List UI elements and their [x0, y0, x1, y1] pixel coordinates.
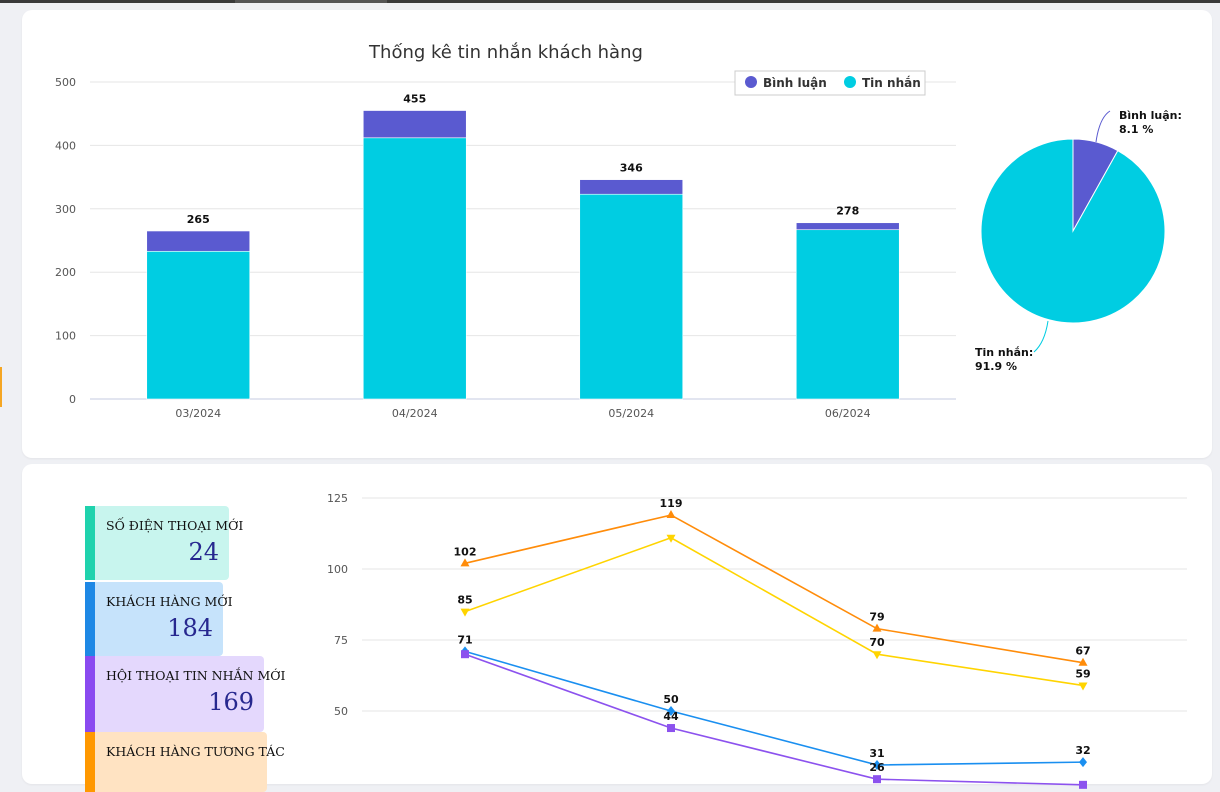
y-tick-label: 50: [334, 705, 348, 718]
y-tick-label: 300: [55, 203, 76, 216]
line-point-triangle-down[interactable]: [1078, 682, 1088, 691]
bar-chart: Thống kê tin nhắn khách hàng 0 100 200 300 4…: [55, 42, 956, 420]
stat-value: 169: [208, 688, 254, 716]
line-point-diamond[interactable]: [667, 706, 675, 716]
y-tick-label: 400: [55, 139, 76, 152]
bar-segment[interactable]: [795, 229, 900, 400]
line-point-label: 71: [457, 633, 472, 646]
pie-label-value: 8.1 %: [1119, 123, 1153, 136]
line-point-triangle-up[interactable]: [1078, 657, 1088, 666]
x-tick-label: 06/2024: [825, 407, 871, 420]
chart-title: Thống kê tin nhắn khách hàng: [368, 42, 643, 63]
stat-label: KHÁCH HÀNG TƯƠNG TÁC: [106, 744, 285, 759]
y-tick-label: 75: [334, 634, 348, 647]
bar-total-label: 278: [836, 205, 859, 218]
line-point-label: 59: [1075, 667, 1090, 680]
left-edge-accent: [0, 367, 2, 407]
line-point-triangle-up[interactable]: [872, 623, 882, 632]
y-tick-label: 200: [55, 266, 76, 279]
customer-stats-card: SỐ ĐIỆN THOẠI MỚI 24 KHÁCH HÀNG MỚI 184 HỘI …: [22, 464, 1212, 792]
line-point-label: 32: [1075, 744, 1090, 757]
stat-card[interactable]: SỐ ĐIỆN THOẠI MỚI 24: [85, 506, 243, 580]
line-point-diamond[interactable]: [1079, 757, 1087, 768]
line-point-square[interactable]: [461, 650, 469, 659]
line-series[interactable]: [464, 514, 1084, 664]
legend-marker[interactable]: [745, 76, 757, 88]
y-grid: 0 100 200 300 400 500: [55, 76, 956, 406]
bar-segment[interactable]: [795, 222, 900, 231]
bar-segment[interactable]: [146, 230, 251, 252]
line-point-label: 31: [869, 747, 884, 760]
stat-value: 184: [167, 614, 213, 642]
x-tick-label: 03/2024: [175, 407, 221, 420]
chart-legend[interactable]: Bình luận Tin nhắn: [734, 70, 926, 96]
pie-label-value: 91.9 %: [975, 360, 1017, 373]
line-point-label: 67: [1075, 645, 1090, 658]
bar-segment[interactable]: [362, 137, 467, 400]
line-point-square[interactable]: [873, 775, 881, 784]
line-point-label: 85: [457, 594, 472, 607]
bar-segment[interactable]: [579, 193, 684, 400]
bar-total-label: 265: [187, 213, 210, 226]
legend-box: [734, 70, 926, 96]
line-series[interactable]: [464, 650, 1084, 766]
bar-total-label: 455: [403, 93, 426, 106]
y-tick-label: 100: [55, 330, 76, 343]
legend-label[interactable]: Bình luận: [763, 76, 827, 90]
line-point-label: 119: [660, 497, 683, 510]
bar-total-label: 346: [620, 162, 643, 175]
bar-segment[interactable]: [362, 110, 467, 139]
y-tick-label: 500: [55, 76, 76, 89]
y-tick-label: 100: [327, 563, 348, 576]
bar-series: 265 03/2024 455 04/2024 346 05/2024 278 06/2024: [146, 93, 900, 420]
top-bar-segment: [235, 0, 387, 3]
legend-marker[interactable]: [844, 76, 856, 88]
pie-connector: [1095, 110, 1111, 143]
top-bar: [0, 0, 1220, 3]
line-point-triangle-down[interactable]: [872, 651, 882, 660]
stat-value: 24: [188, 538, 219, 566]
line-point-triangle-down[interactable]: [460, 608, 470, 617]
stat-label: HỘI THOẠI TIN NHẮN MỚI: [106, 668, 286, 683]
line-series[interactable]: [464, 536, 1084, 687]
stat-card[interactable]: KHÁCH HÀNG MỚI 184: [85, 582, 233, 656]
legend-label[interactable]: Tin nhắn: [862, 76, 921, 90]
stat-label: SỐ ĐIỆN THOẠI MỚI: [106, 518, 244, 533]
line-point-label: 102: [454, 545, 477, 558]
pie-chart: Bình luận:8.1 % Tin nhắn:91.9 %: [975, 109, 1182, 373]
line-point-triangle-up[interactable]: [666, 510, 676, 519]
pie-label-name: Bình luận:: [1119, 109, 1182, 122]
y-tick-label: 0: [69, 393, 76, 406]
line-point-label: 70: [869, 636, 885, 649]
line-point-label: 50: [663, 693, 679, 706]
x-tick-label: 05/2024: [608, 407, 654, 420]
y-tick-label: 125: [327, 492, 348, 505]
pie-connector: [1033, 320, 1049, 353]
pie-slice[interactable]: [980, 138, 1166, 324]
line-point-square[interactable]: [667, 724, 675, 733]
line-point-label: 44: [663, 710, 679, 723]
x-tick-label: 04/2024: [392, 407, 438, 420]
line-point-triangle-down[interactable]: [666, 534, 676, 543]
bar-segment[interactable]: [579, 179, 684, 195]
line-point-square[interactable]: [1079, 780, 1087, 789]
message-stats-card: Thống kê tin nhắn khách hàng 0 100 200 300 4…: [22, 10, 1212, 458]
stat-card[interactable]: HỘI THOẠI TIN NHẮN MỚI 169: [85, 656, 285, 732]
pie-label-name: Tin nhắn:: [975, 346, 1033, 359]
stat-label: KHÁCH HÀNG MỚI: [106, 594, 233, 609]
bar-segment[interactable]: [146, 250, 251, 400]
line-point-diamond[interactable]: [873, 759, 881, 770]
line-point-triangle-up[interactable]: [460, 558, 470, 567]
line-series[interactable]: [464, 653, 1084, 786]
line-point-label: 79: [869, 611, 884, 624]
